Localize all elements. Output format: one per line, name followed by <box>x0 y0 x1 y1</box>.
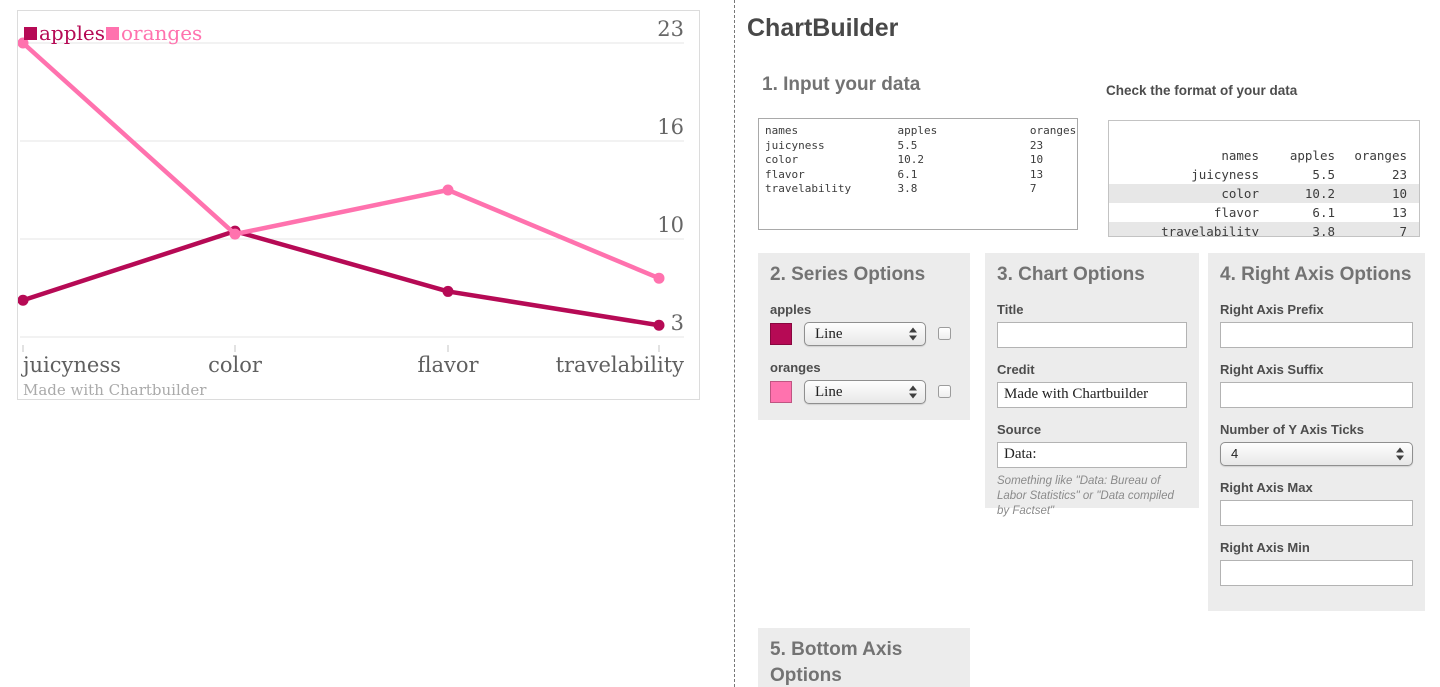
right-axis-prefix-input[interactable] <box>1220 321 1413 348</box>
series-checkbox-oranges[interactable] <box>938 385 951 399</box>
svg-text:oranges: oranges <box>121 21 202 45</box>
table-cell: 13 <box>1391 205 1407 220</box>
svg-text:10: 10 <box>657 213 684 237</box>
table-cell: 10 <box>1391 186 1407 201</box>
select-arrows-icon <box>1396 447 1404 461</box>
svg-text:Made with Chartbuilder: Made with Chartbuilder <box>23 381 207 399</box>
table-row: juicyness 5.5 23 <box>1109 165 1419 184</box>
chart-options-heading: 3. Chart Options <box>997 264 1145 285</box>
table-cell: 3.8 <box>1312 224 1335 237</box>
table-row: travelability 3.8 7 <box>1109 222 1419 237</box>
data-input-textarea[interactable] <box>758 118 1078 230</box>
title-input[interactable] <box>997 321 1187 348</box>
select-arrows-icon <box>909 385 917 399</box>
format-table-body: juicyness 5.5 23 color 10.2 10 flavor 6.1 13 trav… <box>1109 165 1419 237</box>
svg-text:travelability: travelability <box>556 353 685 377</box>
series-color-swatch-apples[interactable] <box>770 322 792 345</box>
svg-text:23: 23 <box>657 17 684 41</box>
series-options-heading: 2. Series Options <box>770 264 926 285</box>
panel-divider <box>734 0 735 687</box>
table-cell: flavor <box>1213 205 1259 220</box>
format-table-col-header: names <box>1221 148 1259 163</box>
input-data-heading: 1. Input your data <box>762 74 921 95</box>
page-title: ChartBuilder <box>747 14 899 42</box>
table-cell: travelability <box>1161 224 1259 237</box>
right-axis-options-panel: 4. Right Axis Options Right Axis Prefix … <box>1208 253 1425 611</box>
y-axis-ticks-select[interactable]: 4 <box>1220 441 1413 466</box>
table-cell: 7 <box>1399 224 1407 237</box>
credit-label: Credit <box>997 361 1035 377</box>
right-axis-min-input[interactable] <box>1220 559 1413 586</box>
bottom-axis-options-panel: 5. Bottom Axis Options <box>758 628 970 687</box>
svg-text:apples: apples <box>39 21 105 45</box>
select-arrows-icon <box>909 327 917 341</box>
chart-preview: 23 16 10 3 juicyness color flavor travelability… <box>17 10 700 400</box>
right-axis-min-label: Right Axis Min <box>1220 539 1310 555</box>
bottom-axis-heading: 5. Bottom Axis Options <box>770 639 903 686</box>
chart-options-panel: 3. Chart Options Title Credit Source Som… <box>985 253 1199 517</box>
svg-text:color: color <box>208 353 263 377</box>
y-axis-ticks-value: 4 <box>1231 445 1239 461</box>
source-input[interactable] <box>997 441 1187 468</box>
right-axis-max-label: Right Axis Max <box>1220 479 1313 495</box>
right-axis-suffix-label: Right Axis Suffix <box>1220 361 1324 377</box>
chart-svg: 23 16 10 3 juicyness color flavor travelability… <box>18 17 685 399</box>
right-axis-suffix-input[interactable] <box>1220 381 1413 408</box>
series-type-select-apples[interactable]: Line <box>804 321 926 346</box>
right-axis-prefix-label: Right Axis Prefix <box>1220 301 1324 317</box>
format-check-table: names apples oranges juicyness 5.5 23 color 10… <box>1108 120 1420 237</box>
table-cell: 6.1 <box>1312 205 1335 220</box>
series-checkbox-apples[interactable] <box>938 327 951 341</box>
series-row-apples: Line <box>770 321 958 346</box>
table-cell: 10.2 <box>1304 186 1335 201</box>
table-cell: 5.5 <box>1312 167 1335 182</box>
source-label: Source <box>997 421 1042 437</box>
series-options-panel: 2. Series Options apples Line oranges Li… <box>758 253 970 420</box>
credit-input[interactable] <box>997 381 1187 408</box>
series-type-value: Line <box>815 325 843 342</box>
svg-text:3: 3 <box>671 311 684 335</box>
title-label: Title <box>997 301 1024 317</box>
source-hint-text: Something like "Data: Bureau of Labor St… <box>997 474 1174 517</box>
series-type-value: Line <box>815 383 843 400</box>
table-cell: 23 <box>1391 167 1407 182</box>
format-table-col-header: apples <box>1289 148 1335 163</box>
series-row-oranges: Line <box>770 379 958 404</box>
format-table-header: names apples oranges <box>1109 146 1419 165</box>
format-check-heading: Check the format of your data <box>1106 83 1298 98</box>
right-axis-max-input[interactable] <box>1220 499 1413 526</box>
svg-text:16: 16 <box>657 115 684 139</box>
series-label-apples: apples <box>770 301 812 317</box>
series-label-oranges: oranges <box>770 359 821 375</box>
table-cell: juicyness <box>1191 167 1259 182</box>
format-table-col-header: oranges <box>1354 148 1407 163</box>
svg-text:juicyness: juicyness <box>20 353 121 377</box>
table-row: color 10.2 10 <box>1109 184 1419 203</box>
table-row: flavor 6.1 13 <box>1109 203 1419 222</box>
series-type-select-oranges[interactable]: Line <box>804 379 926 404</box>
right-axis-heading: 4. Right Axis Options <box>1220 264 1412 285</box>
table-cell: color <box>1221 186 1259 201</box>
series-color-swatch-oranges[interactable] <box>770 380 792 403</box>
y-axis-ticks-label: Number of Y Axis Ticks <box>1220 421 1365 437</box>
svg-text:flavor: flavor <box>417 353 479 377</box>
